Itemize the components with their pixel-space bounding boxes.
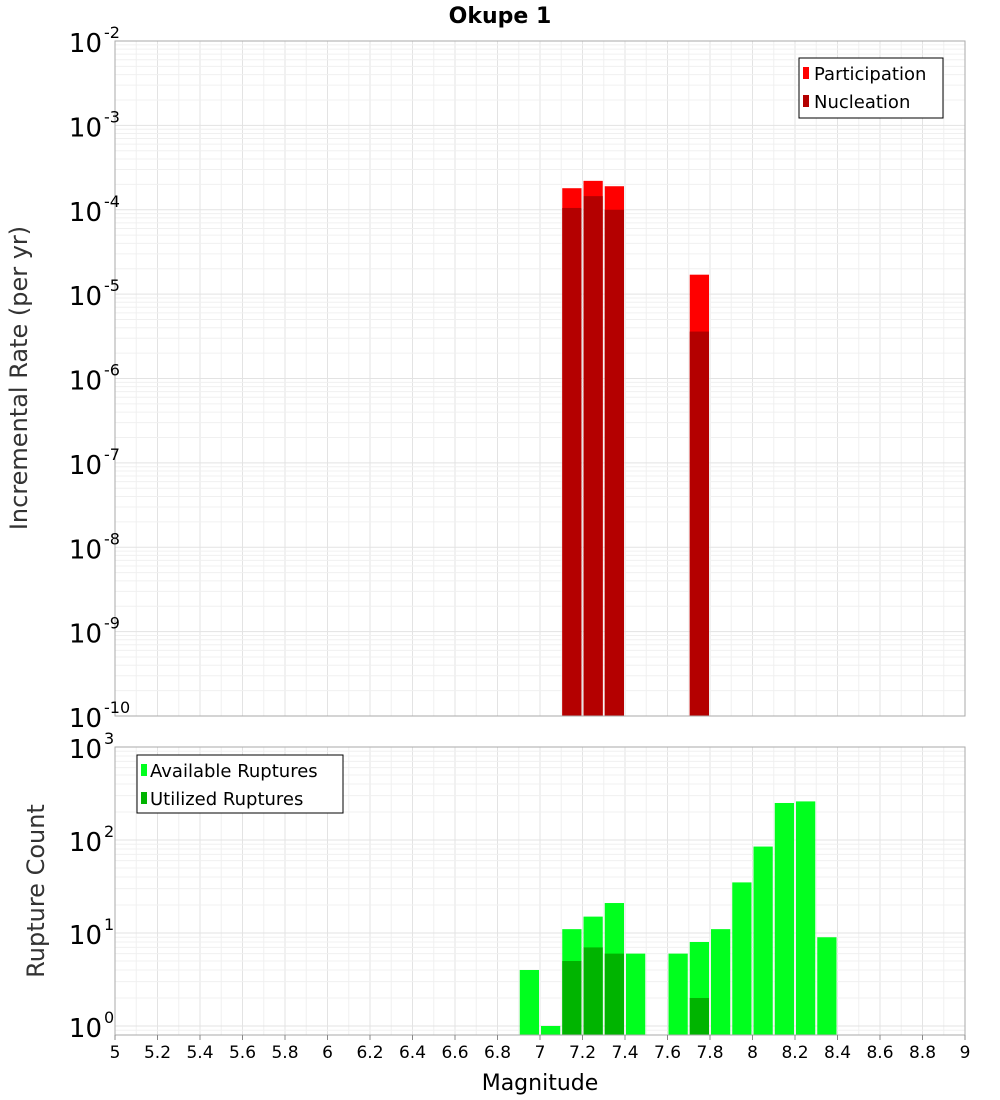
count-legend: Available Ruptures Utilized Ruptures <box>136 754 344 814</box>
count-bar-utilized-ruptures <box>562 960 582 1035</box>
legend-label-nucleation: Nucleation <box>814 92 910 113</box>
x-tick-label: 7.6 <box>654 1043 681 1063</box>
x-tick-label: 5.6 <box>229 1043 256 1063</box>
y-tick-exponent: -10 <box>104 698 130 717</box>
rate-legend-box <box>798 57 944 119</box>
count-bar-available-ruptures <box>519 969 539 1035</box>
count-y-axis-label: Rupture Count <box>22 804 50 978</box>
legend-swatch-nucleation <box>803 95 809 107</box>
x-tick-label: 5.4 <box>186 1043 213 1063</box>
y-tick-label: 10 <box>69 282 102 312</box>
y-tick-exponent: -6 <box>104 361 120 380</box>
count-bar-available-ruptures <box>817 937 837 1035</box>
y-tick-label: 10 <box>69 620 102 650</box>
count-bar-available-ruptures <box>541 1025 561 1035</box>
y-tick-exponent: 1 <box>104 915 114 934</box>
y-tick-label: 10 <box>69 1014 102 1044</box>
legend-swatch-utilized <box>141 792 147 804</box>
legend-label-available: Available Ruptures <box>150 761 318 782</box>
y-tick-exponent: -5 <box>104 276 120 295</box>
rate-bar-nucleation <box>583 196 603 716</box>
y-tick-exponent: -9 <box>104 614 120 633</box>
count-bar-available-ruptures <box>711 929 731 1035</box>
y-tick-exponent: -8 <box>104 529 120 548</box>
x-tick-label: 6 <box>322 1043 333 1063</box>
y-tick-label: 10 <box>69 29 102 59</box>
rate-legend: Participation Nucleation <box>798 57 944 119</box>
count-legend-box <box>136 754 344 814</box>
x-tick-label: 8.4 <box>824 1043 851 1063</box>
x-tick-label: 6.4 <box>399 1043 426 1063</box>
y-tick-exponent: -7 <box>104 445 120 464</box>
rate-grid <box>115 41 965 716</box>
y-tick-label: 10 <box>69 828 102 858</box>
x-tick-label: 7.8 <box>696 1043 723 1063</box>
y-tick-label: 10 <box>69 367 102 397</box>
rate-bar-nucleation <box>562 207 582 716</box>
rate-bar-nucleation <box>604 209 624 716</box>
legend-swatch-available <box>141 764 147 776</box>
y-tick-label: 10 <box>69 704 102 734</box>
chart-title: Okupe 1 <box>449 4 552 29</box>
legend-label-utilized: Utilized Ruptures <box>150 789 303 810</box>
count-bar-utilized-ruptures <box>689 997 709 1035</box>
y-tick-label: 10 <box>69 198 102 228</box>
rate-bar-nucleation <box>689 331 709 716</box>
x-tick-label: 5.2 <box>144 1043 171 1063</box>
rate-plot-frame <box>114 40 966 717</box>
x-tick-label: 6.2 <box>356 1043 383 1063</box>
count-bar-available-ruptures <box>774 802 794 1035</box>
y-tick-label: 10 <box>69 451 102 481</box>
legend-swatch-participation <box>803 67 809 79</box>
count-bar-available-ruptures <box>626 953 646 1035</box>
y-tick-exponent: -4 <box>104 192 120 211</box>
y-tick-exponent: -3 <box>104 107 120 126</box>
x-tick-label: 8 <box>747 1043 758 1063</box>
count-bar-available-ruptures <box>668 953 688 1035</box>
y-tick-label: 10 <box>69 535 102 565</box>
x-axis-label: Magnitude <box>482 1071 599 1096</box>
x-tick-label: 6.8 <box>484 1043 511 1063</box>
x-tick-label: 7 <box>535 1043 546 1063</box>
x-tick-label: 8.8 <box>909 1043 936 1063</box>
x-tick-label: 5 <box>110 1043 121 1063</box>
y-tick-exponent: 3 <box>104 729 114 748</box>
legend-label-participation: Participation <box>814 64 926 85</box>
y-tick-label: 10 <box>69 735 102 765</box>
count-bar-available-ruptures <box>753 846 773 1035</box>
x-tick-label: 7.2 <box>569 1043 596 1063</box>
x-tick-label: 7.4 <box>611 1043 638 1063</box>
y-tick-exponent: -2 <box>104 23 120 42</box>
y-tick-label: 10 <box>69 113 102 143</box>
y-tick-exponent: 2 <box>104 822 114 841</box>
y-tick-exponent: 0 <box>104 1008 114 1027</box>
count-bar-utilized-ruptures <box>604 953 624 1035</box>
x-tick-label: 9 <box>960 1043 971 1063</box>
x-ticks: 5 5.2 5.4 5.6 5.8 6 6.2 6.4 6.6 6.8 7 7.2 7.4 7.6 7.8 8… <box>110 1035 971 1063</box>
x-tick-label: 8.6 <box>866 1043 893 1063</box>
rate-bars <box>562 180 709 717</box>
x-tick-label: 5.8 <box>271 1043 298 1063</box>
count-bar-available-ruptures <box>732 882 752 1035</box>
count-bars <box>519 801 837 1035</box>
rate-y-axis-label: Incremental Rate (per yr) <box>5 226 33 530</box>
x-tick-label: 6.6 <box>441 1043 468 1063</box>
x-tick-label: 8.2 <box>781 1043 808 1063</box>
count-bar-available-ruptures <box>796 801 816 1035</box>
count-bar-utilized-ruptures <box>583 947 603 1035</box>
y-tick-label: 10 <box>69 921 102 951</box>
